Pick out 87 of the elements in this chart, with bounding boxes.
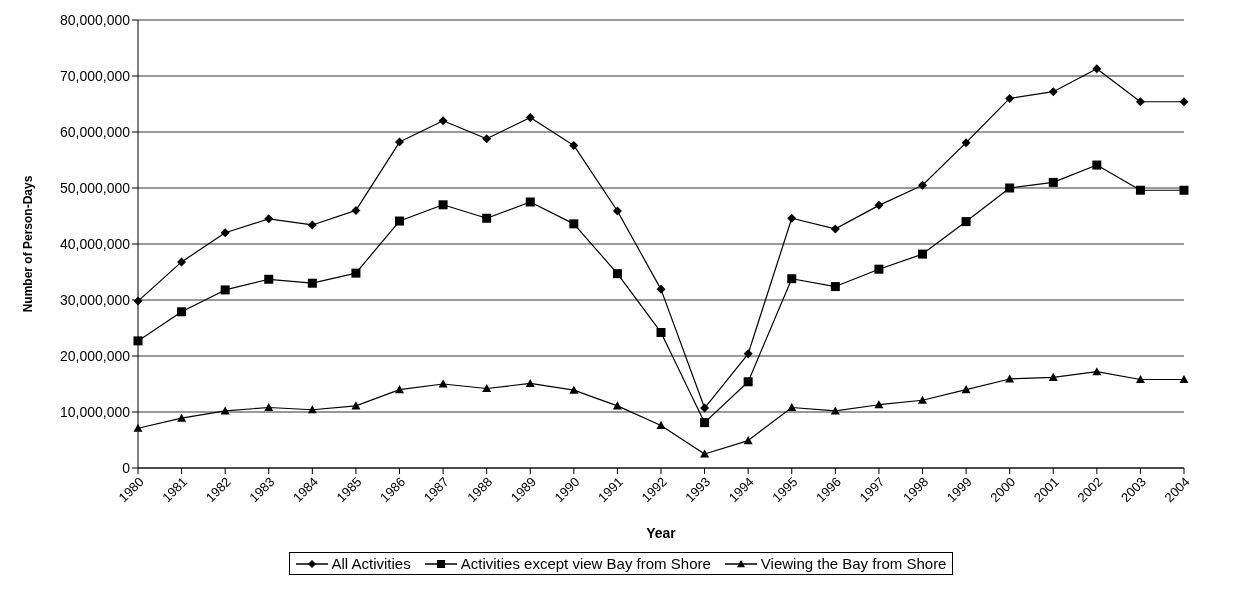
point [525, 378, 535, 388]
y-tick-label: 30,000,000 [59, 291, 131, 308]
legend-label: All Activities [331, 555, 411, 572]
point [1135, 375, 1145, 384]
point [1005, 374, 1015, 383]
point [1092, 160, 1102, 170]
y-tick-label: 70,000,000 [59, 67, 131, 84]
point [787, 403, 797, 412]
point [220, 285, 230, 295]
point [438, 379, 448, 388]
y-tick-label: 20,000,000 [59, 347, 131, 364]
point [918, 395, 927, 404]
point [961, 385, 971, 394]
point [177, 307, 187, 317]
point [133, 336, 143, 346]
point [874, 200, 884, 210]
point [1048, 177, 1058, 187]
x-axis-title: Year [646, 525, 677, 541]
point [1092, 64, 1102, 74]
point [438, 116, 448, 126]
legend-label: Activities except view Bay from Shore [460, 555, 711, 572]
point [177, 257, 187, 267]
point [177, 413, 187, 422]
point [1092, 367, 1102, 376]
y-tick-label: 60,000,000 [59, 123, 131, 140]
point [918, 180, 927, 190]
point [1135, 185, 1145, 195]
y-tick-label: 40,000,000 [59, 235, 131, 252]
point [918, 249, 927, 259]
point [874, 264, 884, 274]
point [830, 224, 840, 234]
y-tick-label: 10,000,000 [59, 403, 131, 420]
point [1048, 87, 1058, 97]
point [438, 200, 448, 210]
point [569, 140, 579, 150]
point [525, 197, 535, 207]
point [307, 220, 317, 230]
point [307, 405, 317, 414]
point [569, 385, 579, 394]
point [961, 217, 971, 227]
point [307, 278, 317, 288]
point [220, 228, 230, 238]
y-tick-label: 0 [122, 459, 131, 476]
point [1135, 97, 1145, 107]
point [874, 400, 884, 409]
point [743, 349, 753, 359]
legend-label: Viewing the Bay from Shore [760, 555, 947, 572]
point [656, 284, 666, 294]
point [612, 269, 622, 279]
point [351, 205, 361, 215]
point [961, 138, 971, 148]
point [700, 449, 710, 458]
point [656, 327, 666, 337]
point [1179, 185, 1189, 195]
point [700, 403, 710, 413]
point [743, 377, 753, 387]
point [1179, 375, 1189, 384]
point [700, 418, 710, 428]
y-axis-title: Number of Person-Days [21, 175, 36, 313]
point [133, 423, 143, 432]
point [569, 219, 579, 229]
point [395, 216, 404, 226]
point [612, 401, 622, 410]
point [612, 206, 622, 216]
point [1005, 183, 1015, 193]
point [787, 213, 797, 223]
point [830, 406, 840, 415]
point [351, 401, 361, 410]
point [1048, 372, 1058, 381]
point [1179, 97, 1189, 107]
point [395, 385, 404, 394]
point [787, 274, 797, 284]
point [264, 214, 274, 224]
point [482, 134, 492, 144]
point [395, 137, 404, 147]
point [482, 213, 492, 223]
point [264, 403, 274, 412]
y-tick-label: 80,000,000 [59, 11, 131, 28]
point [743, 436, 753, 445]
point [830, 282, 840, 292]
point [525, 112, 535, 122]
point [482, 383, 492, 393]
point [264, 274, 274, 284]
y-tick-label: 50,000,000 [59, 179, 131, 196]
point [1005, 93, 1015, 103]
point [656, 420, 666, 430]
point [351, 268, 361, 278]
